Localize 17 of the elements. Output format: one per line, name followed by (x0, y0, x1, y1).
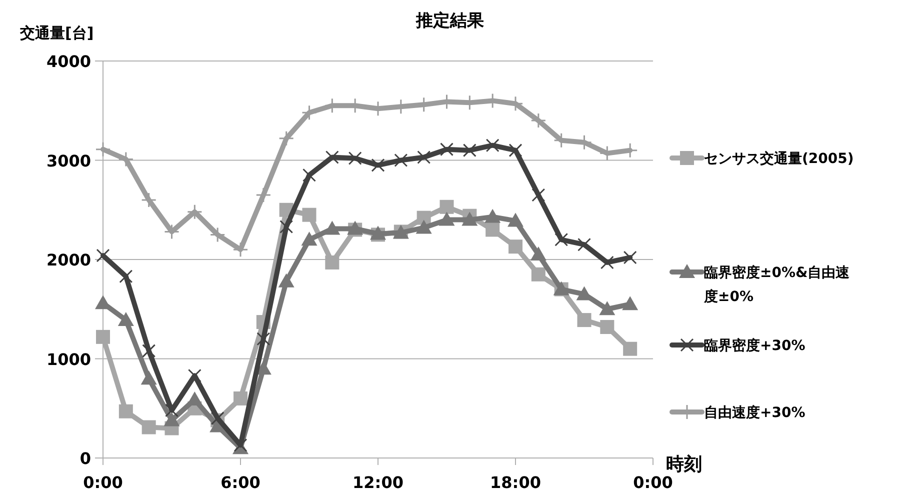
x-axis-title: 時刻 (666, 454, 702, 475)
x-tick-label: 18:00 (490, 473, 541, 492)
y-tick-label: 3000 (46, 151, 91, 170)
x-tick-label: 12:00 (352, 473, 404, 492)
x-tick-label: 6:00 (220, 473, 260, 492)
legend-label: センサス交通量(2005) (704, 150, 854, 167)
x-tick-label: 0:00 (633, 473, 673, 492)
y-tick-label: 1000 (46, 350, 91, 369)
x-tick-label: 0:00 (83, 473, 123, 492)
y-tick-label: 4000 (46, 52, 91, 71)
y-tick-label: 2000 (46, 250, 91, 270)
y-tick-label: 0 (80, 449, 91, 468)
chart-title: 推定結果 (415, 11, 485, 31)
y-axis-title: 交通量[台] (19, 24, 94, 42)
legend-label: 臨界密度+30% (704, 337, 806, 354)
legend-label: 自由速度+30% (704, 404, 806, 421)
legend-label: 臨界密度±0%&自由速度±0% (703, 264, 851, 305)
